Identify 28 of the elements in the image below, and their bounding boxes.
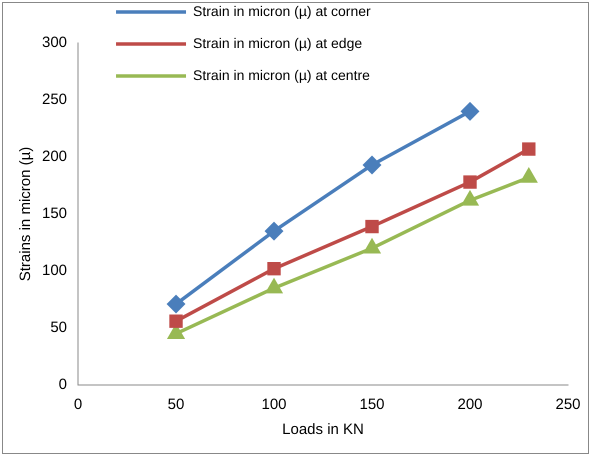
point [265,222,283,240]
y-tick-label: 250 [42,91,68,108]
y-tick-label: 0 [58,376,68,394]
x-tick-label: 100 [262,396,287,414]
point [169,314,183,328]
y-tick-label: 50 [50,319,68,336]
y-axis-title: Strains in micron (µ) [17,146,34,282]
x-tick-label: 250 [555,396,581,414]
legend-label: Strain in micron (µ) at corner [193,2,372,19]
x-tick-label: 50 [168,396,184,414]
point [365,220,379,234]
y-tick-label: 300 [42,34,68,52]
point [462,192,478,206]
point [363,156,381,174]
y-tick-label: 200 [42,148,68,166]
point [167,295,185,313]
point [461,102,479,120]
x-tick-label: 0 [74,396,82,414]
point [267,262,281,276]
y-tick-label: 100 [42,262,68,280]
legend-label: Strain in micron (µ) at edge [193,34,362,51]
point [463,175,477,189]
point [522,142,536,156]
x-axis-title: Loads in KN [282,421,364,438]
legend-label: Strain in micron (µ) at centre [193,66,370,83]
y-tick-label: 150 [42,205,68,222]
x-tick-label: 200 [457,396,483,414]
x-tick-label: 150 [359,396,385,414]
